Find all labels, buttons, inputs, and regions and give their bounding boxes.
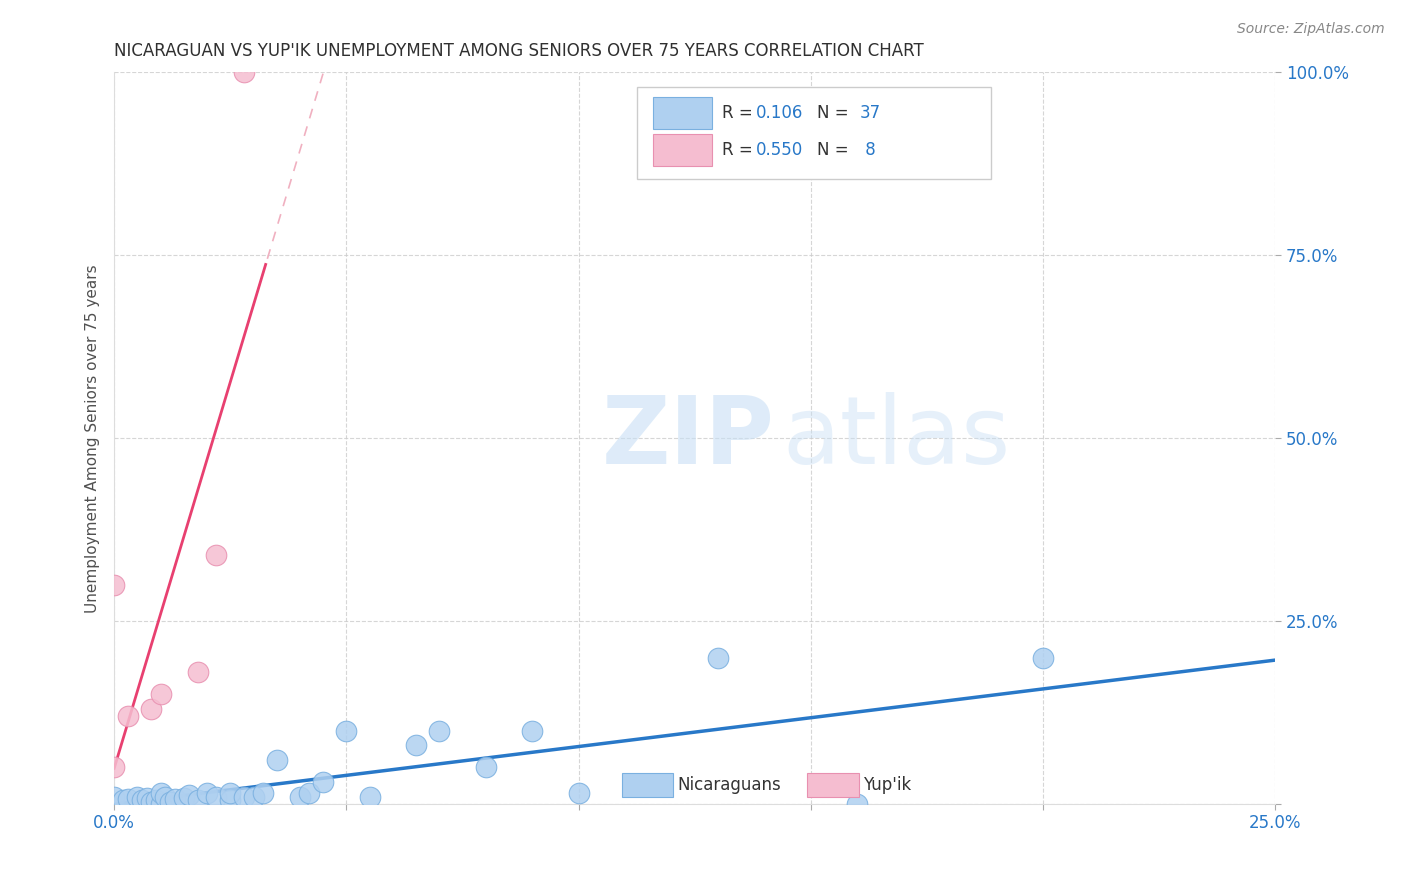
Point bbox=[117, 792, 139, 806]
Text: Nicaraguans: Nicaraguans bbox=[678, 776, 782, 794]
Point bbox=[145, 792, 167, 806]
Point bbox=[155, 789, 177, 804]
Point bbox=[103, 789, 125, 804]
Text: Source: ZipAtlas.com: Source: ZipAtlas.com bbox=[1237, 22, 1385, 37]
Point bbox=[141, 795, 163, 809]
Point bbox=[187, 793, 209, 807]
Point bbox=[335, 723, 357, 738]
Text: 8: 8 bbox=[859, 141, 876, 159]
Point bbox=[233, 65, 256, 79]
Point bbox=[205, 789, 228, 804]
Text: 37: 37 bbox=[859, 104, 880, 122]
Text: R =: R = bbox=[721, 141, 758, 159]
Text: Yup'ik: Yup'ik bbox=[863, 776, 911, 794]
Y-axis label: Unemployment Among Seniors over 75 years: Unemployment Among Seniors over 75 years bbox=[86, 264, 100, 613]
Point bbox=[149, 797, 172, 811]
Text: 0.106: 0.106 bbox=[756, 104, 804, 122]
FancyBboxPatch shape bbox=[637, 87, 991, 178]
Text: ZIP: ZIP bbox=[602, 392, 775, 484]
FancyBboxPatch shape bbox=[652, 97, 713, 129]
Point bbox=[117, 709, 139, 723]
Point bbox=[131, 793, 153, 807]
Point bbox=[177, 788, 200, 802]
Point bbox=[233, 789, 256, 804]
Point bbox=[298, 786, 321, 800]
Point bbox=[135, 791, 157, 805]
Text: NICARAGUAN VS YUP'IK UNEMPLOYMENT AMONG SENIORS OVER 75 YEARS CORRELATION CHART: NICARAGUAN VS YUP'IK UNEMPLOYMENT AMONG … bbox=[114, 42, 924, 60]
Point bbox=[103, 760, 125, 774]
Point bbox=[707, 650, 730, 665]
Point bbox=[112, 793, 135, 807]
Point bbox=[187, 665, 209, 680]
Text: N =: N = bbox=[817, 141, 853, 159]
Point bbox=[405, 739, 427, 753]
Text: N =: N = bbox=[817, 104, 853, 122]
FancyBboxPatch shape bbox=[621, 772, 672, 797]
Point bbox=[219, 786, 242, 800]
Point bbox=[159, 795, 181, 809]
Point bbox=[163, 792, 186, 806]
Point bbox=[568, 786, 591, 800]
Point bbox=[242, 789, 264, 804]
Point bbox=[312, 775, 335, 789]
Point bbox=[1032, 650, 1054, 665]
FancyBboxPatch shape bbox=[807, 772, 859, 797]
Point bbox=[266, 753, 288, 767]
Point bbox=[149, 687, 172, 701]
Point bbox=[127, 789, 149, 804]
Point bbox=[252, 786, 274, 800]
Point bbox=[846, 797, 869, 811]
Text: 0.550: 0.550 bbox=[756, 141, 804, 159]
Point bbox=[427, 723, 450, 738]
Point bbox=[103, 577, 125, 591]
Point bbox=[195, 786, 218, 800]
Text: atlas: atlas bbox=[782, 392, 1010, 484]
Point bbox=[173, 791, 195, 805]
Point bbox=[205, 548, 228, 562]
Point bbox=[522, 723, 544, 738]
Point bbox=[359, 789, 381, 804]
Point bbox=[219, 793, 242, 807]
Text: R =: R = bbox=[721, 104, 758, 122]
FancyBboxPatch shape bbox=[652, 134, 713, 166]
Point bbox=[475, 760, 498, 774]
Point bbox=[288, 789, 311, 804]
Point bbox=[141, 702, 163, 716]
Point bbox=[149, 786, 172, 800]
